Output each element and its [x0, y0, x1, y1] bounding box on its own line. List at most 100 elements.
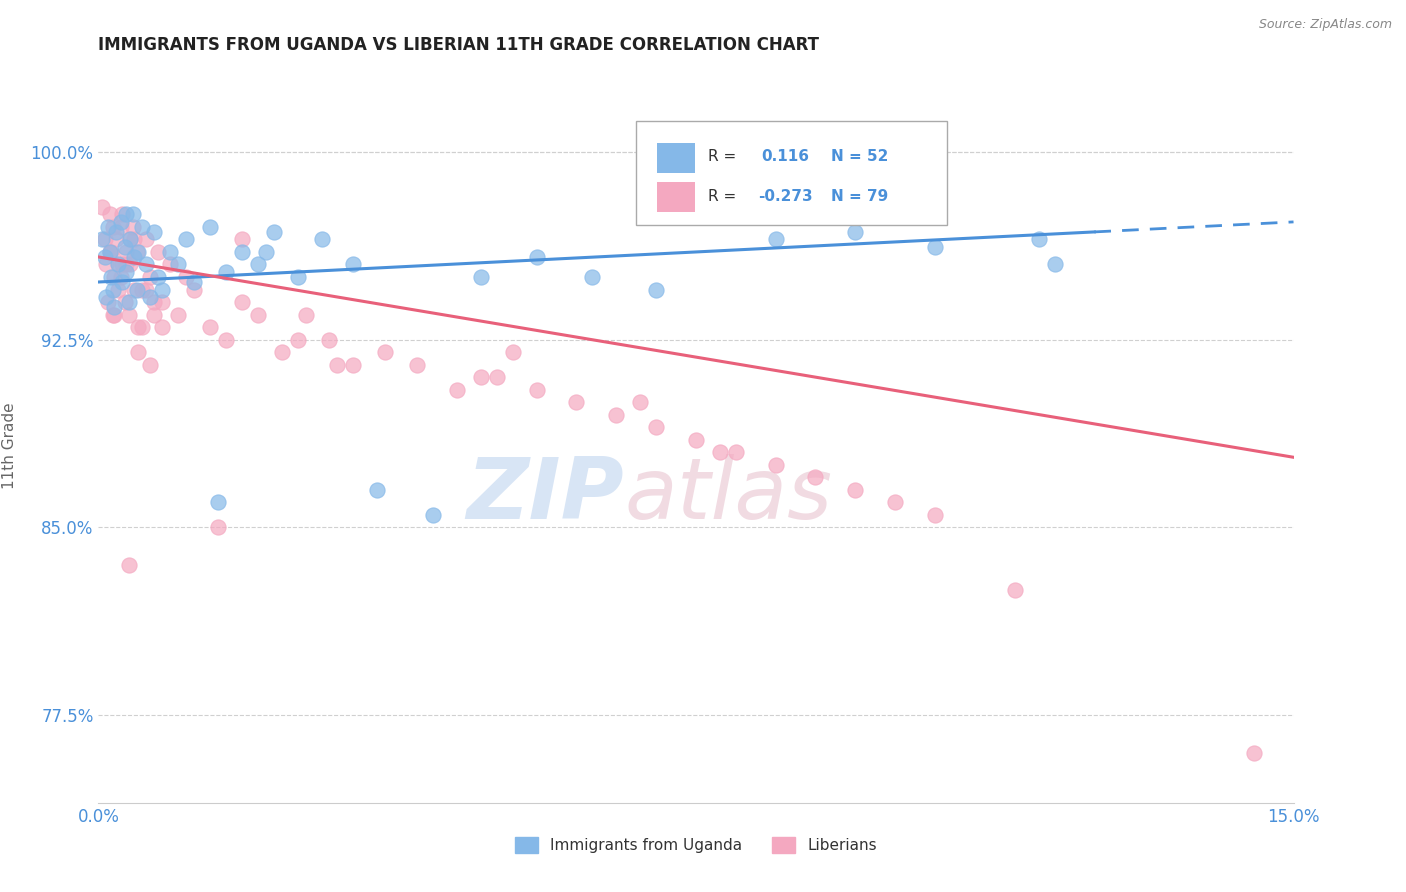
Point: [104, 232, 127, 246]
FancyBboxPatch shape: [637, 121, 948, 225]
Point: [100, 270, 122, 285]
Point: [111, 207, 134, 221]
Text: Source: ZipAtlas.com: Source: ZipAtlas.com: [1258, 18, 1392, 31]
Point: [581, 270, 603, 285]
Point: [502, 345, 524, 359]
Point: [342, 358, 364, 372]
Point: [565, 395, 588, 409]
Point: [270, 345, 292, 359]
Point: [115, 257, 138, 271]
Point: [127, 320, 149, 334]
Point: [374, 345, 396, 359]
Point: [1043, 257, 1066, 271]
Point: [143, 295, 166, 310]
Point: [174, 270, 197, 285]
Point: [231, 232, 253, 246]
Point: [159, 244, 181, 259]
Point: [115, 265, 138, 279]
Point: [326, 358, 349, 372]
Point: [101, 219, 124, 234]
Point: [287, 333, 309, 347]
Point: [97, 219, 120, 234]
Point: [246, 308, 269, 322]
Point: [135, 283, 157, 297]
Point: [101, 308, 124, 322]
Point: [110, 215, 132, 229]
Point: [124, 250, 146, 264]
Point: [183, 275, 205, 289]
Text: IMMIGRANTS FROM UGANDA VS LIBERIAN 11TH GRADE CORRELATION CHART: IMMIGRANTS FROM UGANDA VS LIBERIAN 11TH …: [98, 36, 820, 54]
Point: [94, 232, 117, 246]
Point: [470, 370, 492, 384]
Point: [198, 219, 221, 234]
Point: [724, 445, 747, 459]
Point: [148, 270, 170, 285]
Point: [167, 308, 190, 322]
Point: [104, 225, 127, 239]
Bar: [657, 143, 695, 173]
Point: [120, 232, 142, 246]
Point: [91, 200, 114, 214]
Text: N = 52: N = 52: [831, 150, 889, 164]
Point: [215, 333, 238, 347]
Text: ZIP: ZIP: [467, 454, 624, 538]
Point: [110, 219, 132, 234]
Point: [844, 483, 866, 497]
Point: [121, 207, 143, 221]
Point: [131, 219, 153, 234]
Point: [628, 395, 651, 409]
Point: [143, 225, 166, 239]
Point: [115, 244, 138, 259]
Point: [114, 295, 136, 310]
Point: [645, 283, 668, 297]
Point: [111, 257, 134, 271]
Point: [103, 270, 125, 285]
Y-axis label: 11th Grade: 11th Grade: [1, 402, 17, 490]
Point: [150, 320, 173, 334]
Point: [207, 520, 229, 534]
Point: [125, 244, 148, 259]
Text: -0.273: -0.273: [758, 189, 813, 203]
Point: [924, 508, 946, 522]
Point: [143, 308, 166, 322]
Point: [709, 445, 731, 459]
Point: [135, 257, 157, 271]
Point: [125, 283, 148, 297]
Point: [765, 232, 787, 246]
Point: [174, 232, 197, 246]
Point: [107, 283, 129, 297]
Point: [107, 257, 129, 271]
Point: [526, 250, 548, 264]
Point: [311, 232, 333, 246]
Point: [318, 333, 340, 347]
Point: [342, 257, 364, 271]
Point: [115, 207, 138, 221]
Point: [422, 508, 444, 522]
Point: [98, 207, 121, 221]
Point: [107, 257, 129, 271]
Text: 0.116: 0.116: [762, 150, 810, 164]
Point: [100, 244, 122, 259]
Point: [135, 232, 157, 246]
Point: [485, 370, 508, 384]
Point: [114, 240, 136, 254]
Point: [139, 358, 162, 372]
Point: [103, 308, 125, 322]
Point: [111, 275, 134, 289]
Point: [924, 240, 946, 254]
Point: [804, 470, 827, 484]
Point: [198, 320, 221, 334]
Point: [127, 244, 149, 259]
Point: [150, 295, 173, 310]
Point: [1243, 746, 1265, 760]
Point: [118, 295, 141, 310]
Point: [150, 283, 173, 297]
Point: [148, 244, 170, 259]
Point: [231, 244, 253, 259]
Text: R =: R =: [709, 189, 741, 203]
Point: [207, 495, 229, 509]
Point: [287, 270, 309, 285]
Point: [96, 290, 118, 304]
Point: [98, 244, 121, 259]
Point: [215, 265, 238, 279]
